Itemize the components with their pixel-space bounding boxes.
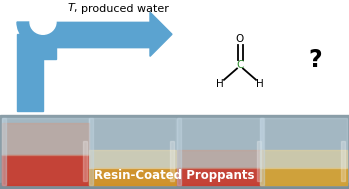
Bar: [177, 168, 263, 185]
Text: $T$,: $T$,: [67, 1, 78, 14]
Bar: [30, 22, 150, 46]
Bar: [177, 150, 263, 168]
Bar: [341, 141, 345, 181]
Text: C: C: [236, 60, 244, 70]
Bar: [43, 22, 150, 46]
Bar: [17, 34, 43, 111]
Bar: [260, 118, 264, 185]
Bar: [177, 118, 180, 185]
Bar: [0, 183, 349, 189]
Bar: [89, 118, 176, 185]
Bar: [89, 118, 93, 185]
Circle shape: [30, 10, 56, 34]
Bar: [0, 115, 349, 189]
Bar: [83, 141, 87, 181]
Bar: [2, 123, 89, 155]
Bar: [2, 155, 89, 185]
Bar: [89, 168, 176, 185]
Bar: [2, 118, 89, 185]
Bar: [260, 168, 347, 185]
Polygon shape: [150, 12, 172, 56]
Bar: [89, 150, 176, 168]
Text: O: O: [236, 34, 244, 44]
Wedge shape: [17, 22, 43, 46]
Bar: [2, 118, 89, 185]
Text: Resin-Coated Proppants: Resin-Coated Proppants: [94, 169, 255, 182]
Bar: [260, 118, 347, 185]
Bar: [260, 150, 347, 168]
Text: produced water: produced water: [81, 4, 169, 14]
Bar: [260, 118, 347, 185]
Bar: [177, 118, 263, 185]
Text: H: H: [256, 79, 264, 89]
Text: ?: ?: [308, 48, 322, 72]
Bar: [177, 118, 263, 185]
Bar: [170, 141, 174, 181]
Bar: [2, 118, 6, 185]
Bar: [89, 118, 176, 185]
Bar: [257, 141, 261, 181]
Text: H: H: [216, 79, 224, 89]
Bar: [30, 34, 56, 59]
